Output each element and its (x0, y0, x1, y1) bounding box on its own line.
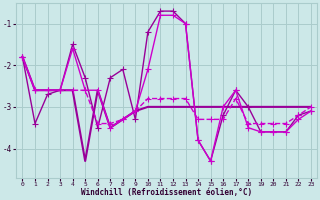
X-axis label: Windchill (Refroidissement éolien,°C): Windchill (Refroidissement éolien,°C) (81, 188, 252, 197)
